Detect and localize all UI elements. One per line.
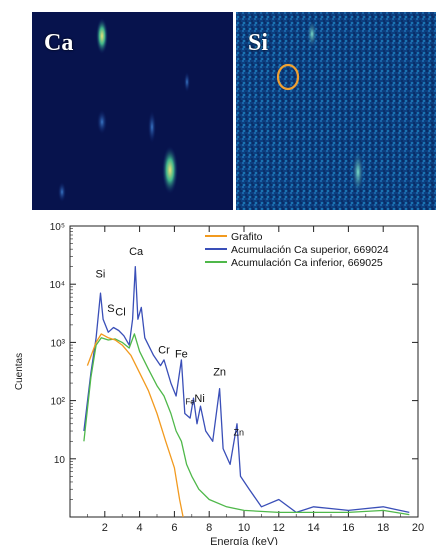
y-tick-label: 10² xyxy=(51,397,66,408)
peak-label-s: S xyxy=(107,303,114,315)
series-line-2 xyxy=(83,333,410,516)
si-element-map: Si xyxy=(236,12,436,210)
series-line-0 xyxy=(86,333,184,518)
ca-map-texture xyxy=(32,12,233,210)
peak-label-fe: Fe xyxy=(175,349,188,361)
x-axis-label: Energía (keV) xyxy=(210,536,278,545)
peak-label-zn: Zn xyxy=(234,428,245,438)
x-tick-label: 16 xyxy=(342,522,354,534)
peak-label-cl: Cl xyxy=(115,306,125,318)
peak-label-ni: Ni xyxy=(194,393,204,405)
peak-label-ca: Ca xyxy=(129,246,144,258)
xrf-spectrum-chart: 10 10² 10³ 10⁴ 10⁵ 2 4 6 8 10 12 14 16 18 20 Energía (k… xyxy=(14,222,424,545)
si-map-label: Si xyxy=(248,30,269,56)
x-tick-label: 20 xyxy=(412,522,424,534)
legend-label-2: Acumulación Ca inferior, 669025 xyxy=(231,257,383,269)
x-tick-label: 10 xyxy=(238,522,250,534)
peak-label-fe: Fe xyxy=(185,398,195,407)
series-line-1 xyxy=(83,266,410,514)
y-axis-label: Cuentas xyxy=(14,353,25,390)
ca-element-map: Ca xyxy=(32,12,233,210)
ca-map-label: Ca xyxy=(44,30,74,56)
plot-frame xyxy=(69,225,419,518)
x-tick-label: 4 xyxy=(137,522,143,534)
x-tick-label: 14 xyxy=(307,522,319,534)
x-tick-label: 8 xyxy=(206,522,212,534)
legend-label-0: Grafito xyxy=(231,231,263,243)
peak-label-si: Si xyxy=(96,269,106,281)
y-tick-label: 10 xyxy=(54,455,66,466)
plot-area: 10 10² 10³ 10⁴ 10⁵ 2 4 6 8 10 12 14 16 18 20 Energía (k… xyxy=(14,222,424,545)
peak-label-zn: Zn xyxy=(213,366,226,378)
legend-label-1: Acumulación Ca superior, 669024 xyxy=(231,244,389,256)
y-tick-label: 10⁴ xyxy=(50,280,65,291)
si-map-texture xyxy=(236,12,436,210)
x-tick-label: 6 xyxy=(171,522,177,534)
x-tick-label: 18 xyxy=(377,522,389,534)
highlight-circle xyxy=(276,63,300,91)
x-tick-label: 12 xyxy=(273,522,285,534)
y-tick-label: 10³ xyxy=(51,338,66,349)
x-tick-label: 2 xyxy=(102,522,108,534)
peak-label-cr: Cr xyxy=(158,344,170,356)
y-tick-label: 10⁵ xyxy=(50,222,65,233)
